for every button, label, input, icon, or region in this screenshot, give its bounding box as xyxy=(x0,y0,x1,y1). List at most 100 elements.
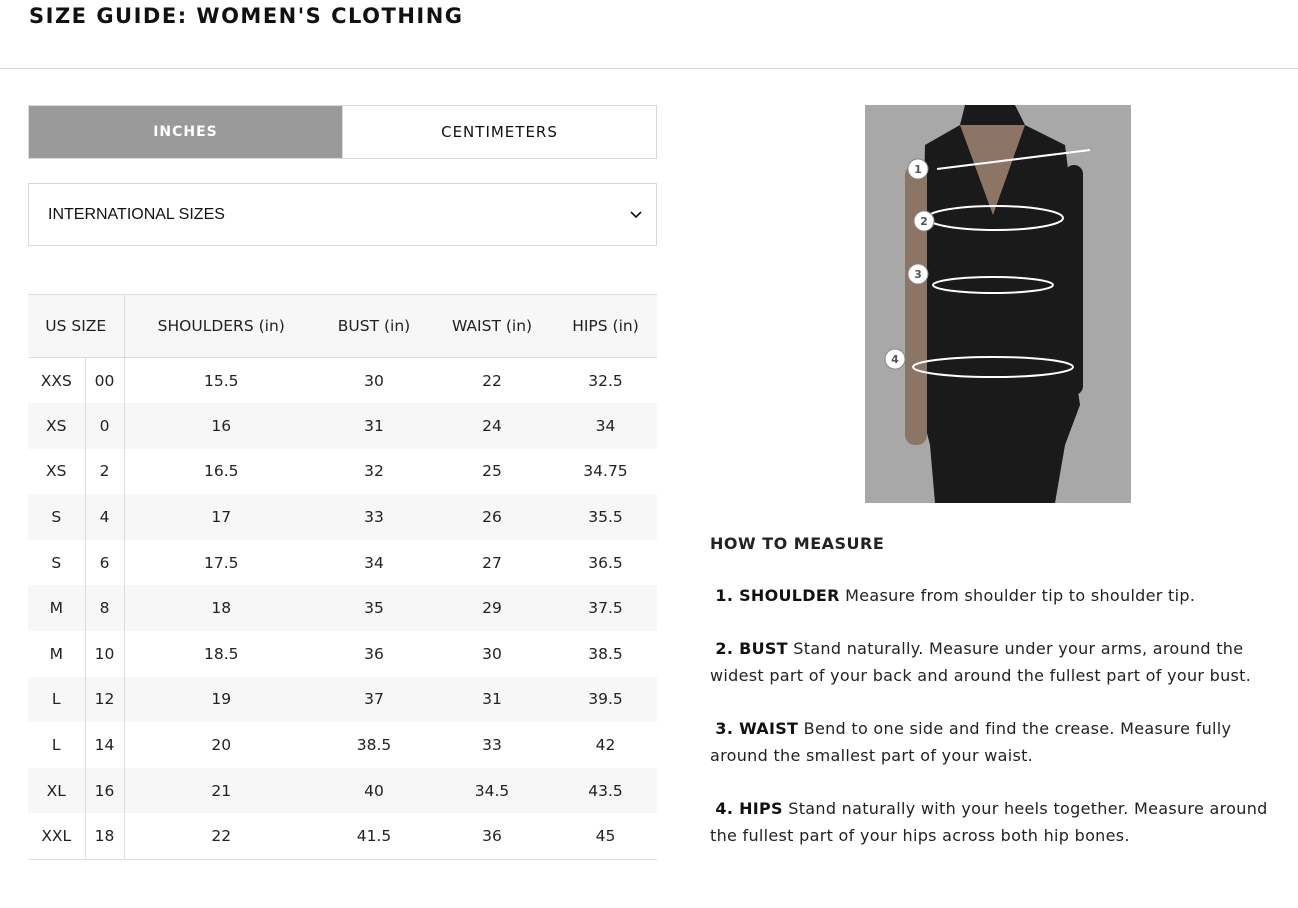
marker-2: 2 xyxy=(920,215,928,228)
cell-bust: 36 xyxy=(364,644,384,663)
chevron-down-icon xyxy=(630,206,642,224)
instruction-label: 3. WAIST xyxy=(715,719,799,738)
cell-shoulders: 17 xyxy=(123,494,318,540)
cell-size-letter: XS xyxy=(28,403,85,449)
cell-hips: 34.75 xyxy=(583,462,628,481)
cell-shoulders: 16.5 xyxy=(123,448,318,495)
header-waist: WAIST (in) xyxy=(430,294,554,358)
table-row: XS 2 16.5 32 25 34.75 xyxy=(28,448,657,495)
instruction-text: Stand naturally with your heels together… xyxy=(710,799,1268,845)
cell-bust: 31 xyxy=(318,403,431,449)
size-system-select[interactable]: INTERNATIONAL SIZES xyxy=(28,183,657,246)
cell-size-number: 0 xyxy=(84,403,124,449)
cell-bust: 30 xyxy=(364,371,384,390)
unit-toggle: INCHES CENTIMETERS xyxy=(28,105,657,159)
cell-bust: 40 xyxy=(318,767,431,814)
table-header-row: US SIZE SHOULDERS (in) BUST (in) WAIST (… xyxy=(28,294,657,358)
size-table: US SIZE SHOULDERS (in) BUST (in) WAIST (… xyxy=(28,294,657,860)
cell-size-number: 8 xyxy=(84,585,124,632)
table-row: S 4 17 33 26 35.5 xyxy=(28,494,657,540)
instruction-text: Bend to one side and find the crease. Me… xyxy=(710,719,1232,765)
cell-hips: 36.5 xyxy=(588,553,623,572)
cell-waist: 25 xyxy=(482,462,502,481)
header-us-size: US SIZE xyxy=(28,294,125,358)
marker-1: 1 xyxy=(914,163,922,176)
how-to-heading: HOW TO MEASURE xyxy=(710,534,885,553)
header-hips: HIPS (in) xyxy=(553,294,657,358)
instruction-text: Measure from shoulder tip to shoulder ti… xyxy=(839,586,1196,605)
cell-waist: 33 xyxy=(482,736,502,755)
table-row: L 14 20 38.5 33 42 xyxy=(28,722,657,768)
instruction-bust: 2. BUST Stand naturally. Measure under y… xyxy=(710,635,1280,689)
cell-waist: 34.5 xyxy=(430,767,554,814)
cell-hips: 39.5 xyxy=(553,676,657,723)
cell-bust: 37 xyxy=(318,676,431,723)
cell-hips: 34 xyxy=(553,403,657,449)
cell-waist: 24 xyxy=(430,403,554,449)
cell-hips: 32.5 xyxy=(588,371,623,390)
cell-bust: 38.5 xyxy=(356,736,392,755)
cell-shoulders: 18.5 xyxy=(123,631,318,677)
instruction-hips: 4. HIPS Stand naturally with your heels … xyxy=(710,795,1280,849)
page-title: SIZE GUIDE: WOMEN'S CLOTHING xyxy=(29,4,464,28)
table-row: M 10 18.5 36 30 38.5 xyxy=(28,631,657,677)
cell-bust: 35 xyxy=(318,585,431,632)
cell-waist: 22 xyxy=(482,371,502,390)
cell-shoulders: 18 xyxy=(123,585,318,632)
cell-size-letter: M xyxy=(28,585,85,632)
instruction-label: 1. SHOULDER xyxy=(715,586,840,605)
cell-size-number: 4 xyxy=(84,494,124,540)
tab-inches[interactable]: INCHES xyxy=(29,106,342,158)
cell-bust: 34 xyxy=(364,553,384,572)
cell-size-letter: M xyxy=(49,644,63,663)
cell-size-letter: L xyxy=(28,676,85,723)
table-row: S 6 17.5 34 27 36.5 xyxy=(28,539,657,586)
cell-size-number: 18 xyxy=(84,813,124,860)
table-row: XL 16 21 40 34.5 43.5 xyxy=(28,767,657,814)
cell-size-letter: XL xyxy=(28,767,85,814)
size-system-value: INTERNATIONAL SIZES xyxy=(48,205,225,223)
cell-hips: 38.5 xyxy=(588,644,623,663)
cell-shoulders: 17.5 xyxy=(123,539,318,586)
instruction-shoulder: 1. SHOULDER Measure from shoulder tip to… xyxy=(710,582,1280,609)
marker-4: 4 xyxy=(891,353,899,366)
header-bust: BUST (in) xyxy=(318,294,431,358)
cell-bust: 32 xyxy=(364,462,384,481)
measurement-diagram-image: 1 2 3 4 xyxy=(865,105,1131,503)
cell-hips: 43.5 xyxy=(553,767,657,814)
cell-waist: 30 xyxy=(482,644,502,663)
cell-waist: 31 xyxy=(430,676,554,723)
table-row: L 12 19 37 31 39.5 xyxy=(28,676,657,723)
marker-3: 3 xyxy=(914,268,922,281)
cell-shoulders: 20 xyxy=(123,722,318,768)
tab-centimeters[interactable]: CENTIMETERS xyxy=(342,106,656,158)
cell-bust: 41.5 xyxy=(318,813,431,860)
cell-bust: 33 xyxy=(318,494,431,540)
cell-size-letter: XXS xyxy=(40,371,72,390)
instruction-label: 2. BUST xyxy=(715,639,788,658)
table-row: XXS 00 15.5 30 22 32.5 xyxy=(28,357,657,404)
cell-hips: 45 xyxy=(553,813,657,860)
instruction-waist: 3. WAIST Bend to one side and find the c… xyxy=(710,715,1280,769)
cell-shoulders: 19 xyxy=(123,676,318,723)
cell-size-number: 12 xyxy=(84,676,124,723)
cell-shoulders: 21 xyxy=(123,767,318,814)
cell-size-letter: XS xyxy=(46,462,67,481)
cell-hips: 42 xyxy=(595,736,616,755)
cell-size-number: 16 xyxy=(84,767,124,814)
instruction-text: Stand naturally. Measure under your arms… xyxy=(710,639,1252,685)
cell-size-letter: L xyxy=(51,736,61,755)
cell-shoulders: 15.5 xyxy=(123,357,318,404)
cell-size-number: 00 xyxy=(84,357,124,404)
cell-size-letter: XXL xyxy=(28,813,85,860)
cell-size-number: 10 xyxy=(84,631,124,677)
table-row: M 8 18 35 29 37.5 xyxy=(28,585,657,632)
cell-waist: 26 xyxy=(430,494,554,540)
header-divider xyxy=(0,68,1298,69)
table-row: XS 0 16 31 24 34 xyxy=(28,403,657,449)
header-shoulders: SHOULDERS (in) xyxy=(124,294,318,358)
cell-size-letter: S xyxy=(51,553,62,572)
cell-size-number: 14 xyxy=(84,722,124,768)
table-row: XXL 18 22 41.5 36 45 xyxy=(28,813,657,860)
cell-waist: 29 xyxy=(430,585,554,632)
